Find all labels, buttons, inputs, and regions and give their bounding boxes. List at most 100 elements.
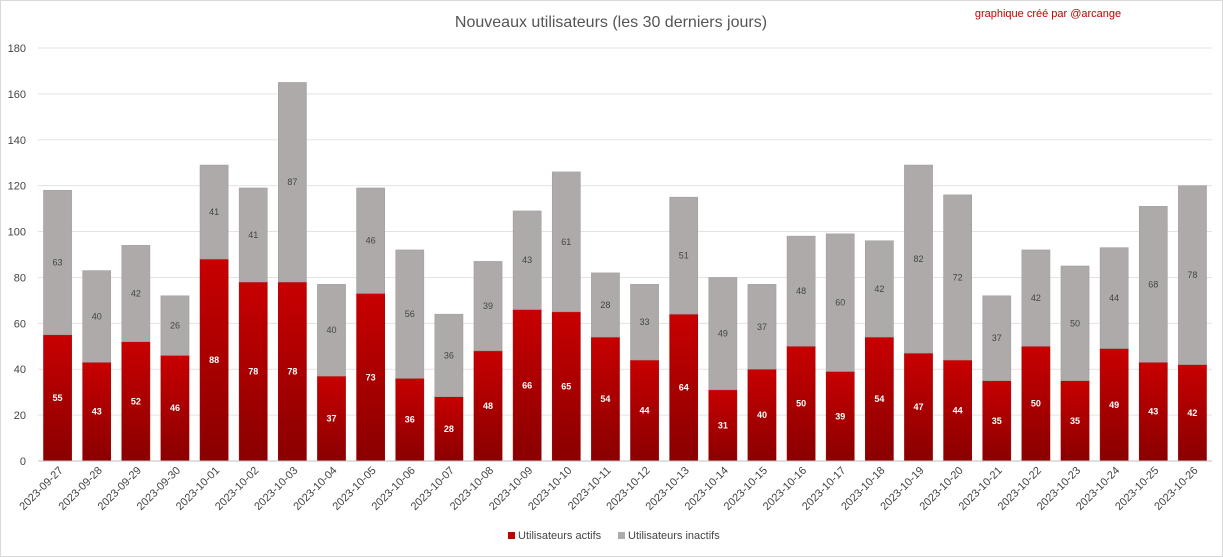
bar-inactive <box>356 187 385 294</box>
data-label-active: 44 <box>640 406 650 416</box>
data-labels: 55 63 43 40 52 42 46 26 88 41 78 41 78 87 37 40 73 46 36 56… <box>53 177 1198 434</box>
bar-inactive <box>591 272 620 338</box>
gridlines <box>38 47 1212 416</box>
data-label-inactive: 46 <box>366 236 376 246</box>
legend-label-active: Utilisateurs actifs <box>518 530 602 542</box>
bar-active <box>238 281 268 462</box>
bar-active <box>121 341 151 462</box>
bar-active <box>1060 380 1090 462</box>
chart-credit: graphique créé par @arcange <box>975 8 1121 20</box>
data-label-inactive: 50 <box>1070 318 1080 328</box>
data-label-active: 44 <box>953 406 963 416</box>
bar-active <box>473 350 503 462</box>
bar-active <box>160 355 190 462</box>
y-tick-label: 160 <box>8 89 26 101</box>
bar-active <box>278 281 307 462</box>
data-label-active: 43 <box>92 407 102 417</box>
data-label-inactive: 51 <box>679 251 689 261</box>
data-label-active: 54 <box>600 394 610 404</box>
bar-active <box>43 334 72 462</box>
data-label-active: 54 <box>874 394 884 404</box>
data-label-active: 88 <box>209 355 219 365</box>
bar-inactive <box>43 190 72 336</box>
bar-inactive <box>865 240 894 338</box>
bar-inactive <box>1021 249 1051 347</box>
bar-active <box>591 336 620 462</box>
data-label-active: 43 <box>1148 407 1158 417</box>
bar-active <box>512 309 542 462</box>
y-tick-label: 0 <box>20 456 26 468</box>
bar-active <box>395 378 425 462</box>
data-label-active: 46 <box>170 403 180 413</box>
bar-inactive <box>551 171 581 313</box>
bar-inactive <box>278 82 307 283</box>
data-label-active: 65 <box>561 381 571 391</box>
bar-inactive <box>825 233 855 372</box>
data-label-inactive: 37 <box>757 322 767 332</box>
y-tick-label: 60 <box>14 318 26 330</box>
data-label-inactive: 82 <box>913 254 923 264</box>
data-label-inactive: 39 <box>483 301 493 311</box>
y-tick-label: 80 <box>14 272 26 284</box>
data-label-inactive: 68 <box>1148 279 1158 289</box>
y-tick-label: 20 <box>14 410 26 422</box>
data-label-active: 39 <box>835 411 845 421</box>
data-label-active: 78 <box>248 367 258 377</box>
bar-inactive <box>1099 247 1129 349</box>
y-axis-ticks: 0 20 40 60 80 100 120 140 160 180 <box>8 43 26 468</box>
legend-swatch-active <box>508 532 515 539</box>
data-label-active: 49 <box>1109 400 1119 410</box>
data-label-active: 37 <box>326 414 336 424</box>
bar-inactive <box>747 284 777 370</box>
data-label-inactive: 49 <box>718 329 728 339</box>
bar-inactive <box>943 194 972 361</box>
bar-inactive <box>1060 265 1090 381</box>
data-label-active: 31 <box>718 420 728 430</box>
data-label-active: 73 <box>366 372 376 382</box>
bar-inactive <box>395 249 425 379</box>
data-label-inactive: 36 <box>444 350 454 360</box>
data-label-inactive: 43 <box>522 255 532 265</box>
data-label-inactive: 41 <box>209 207 219 217</box>
data-label-inactive: 48 <box>796 286 806 296</box>
data-label-active: 52 <box>131 396 141 406</box>
bar-inactive <box>434 313 464 398</box>
bar-inactive <box>238 187 268 283</box>
data-label-inactive: 42 <box>1031 293 1041 303</box>
bars <box>43 82 1207 462</box>
data-label-active: 36 <box>405 415 415 425</box>
data-label-inactive: 78 <box>1187 270 1197 280</box>
data-label-active: 66 <box>522 380 532 390</box>
data-label-inactive: 72 <box>953 272 963 282</box>
data-label-active: 48 <box>483 401 493 411</box>
data-label-active: 64 <box>679 383 689 393</box>
bar-active <box>551 311 581 462</box>
bar-active <box>1021 346 1051 462</box>
data-label-inactive: 40 <box>92 311 102 321</box>
data-label-active: 35 <box>1070 416 1080 426</box>
data-label-inactive: 63 <box>53 258 63 268</box>
y-tick-label: 120 <box>8 181 26 193</box>
bar-active <box>982 380 1012 462</box>
bar-inactive <box>160 295 190 356</box>
bar-inactive <box>317 284 346 377</box>
data-label-active: 47 <box>913 402 923 412</box>
data-label-active: 28 <box>444 424 454 434</box>
y-tick-label: 40 <box>14 364 26 376</box>
bar-active <box>199 258 229 462</box>
bar-active <box>904 352 933 462</box>
data-label-active: 35 <box>992 416 1002 426</box>
bar-inactive <box>121 245 151 342</box>
data-label-inactive: 42 <box>131 289 141 299</box>
data-label-active: 78 <box>287 367 297 377</box>
bar-active <box>1138 362 1168 462</box>
y-tick-label: 140 <box>8 135 26 147</box>
legend-swatch-inactive <box>618 532 625 539</box>
bar-inactive <box>786 235 816 347</box>
legend-label-inactive: Utilisateurs inactifs <box>628 530 720 542</box>
y-tick-label: 100 <box>8 227 26 239</box>
bar-inactive <box>904 164 933 354</box>
bar-inactive <box>199 164 229 260</box>
